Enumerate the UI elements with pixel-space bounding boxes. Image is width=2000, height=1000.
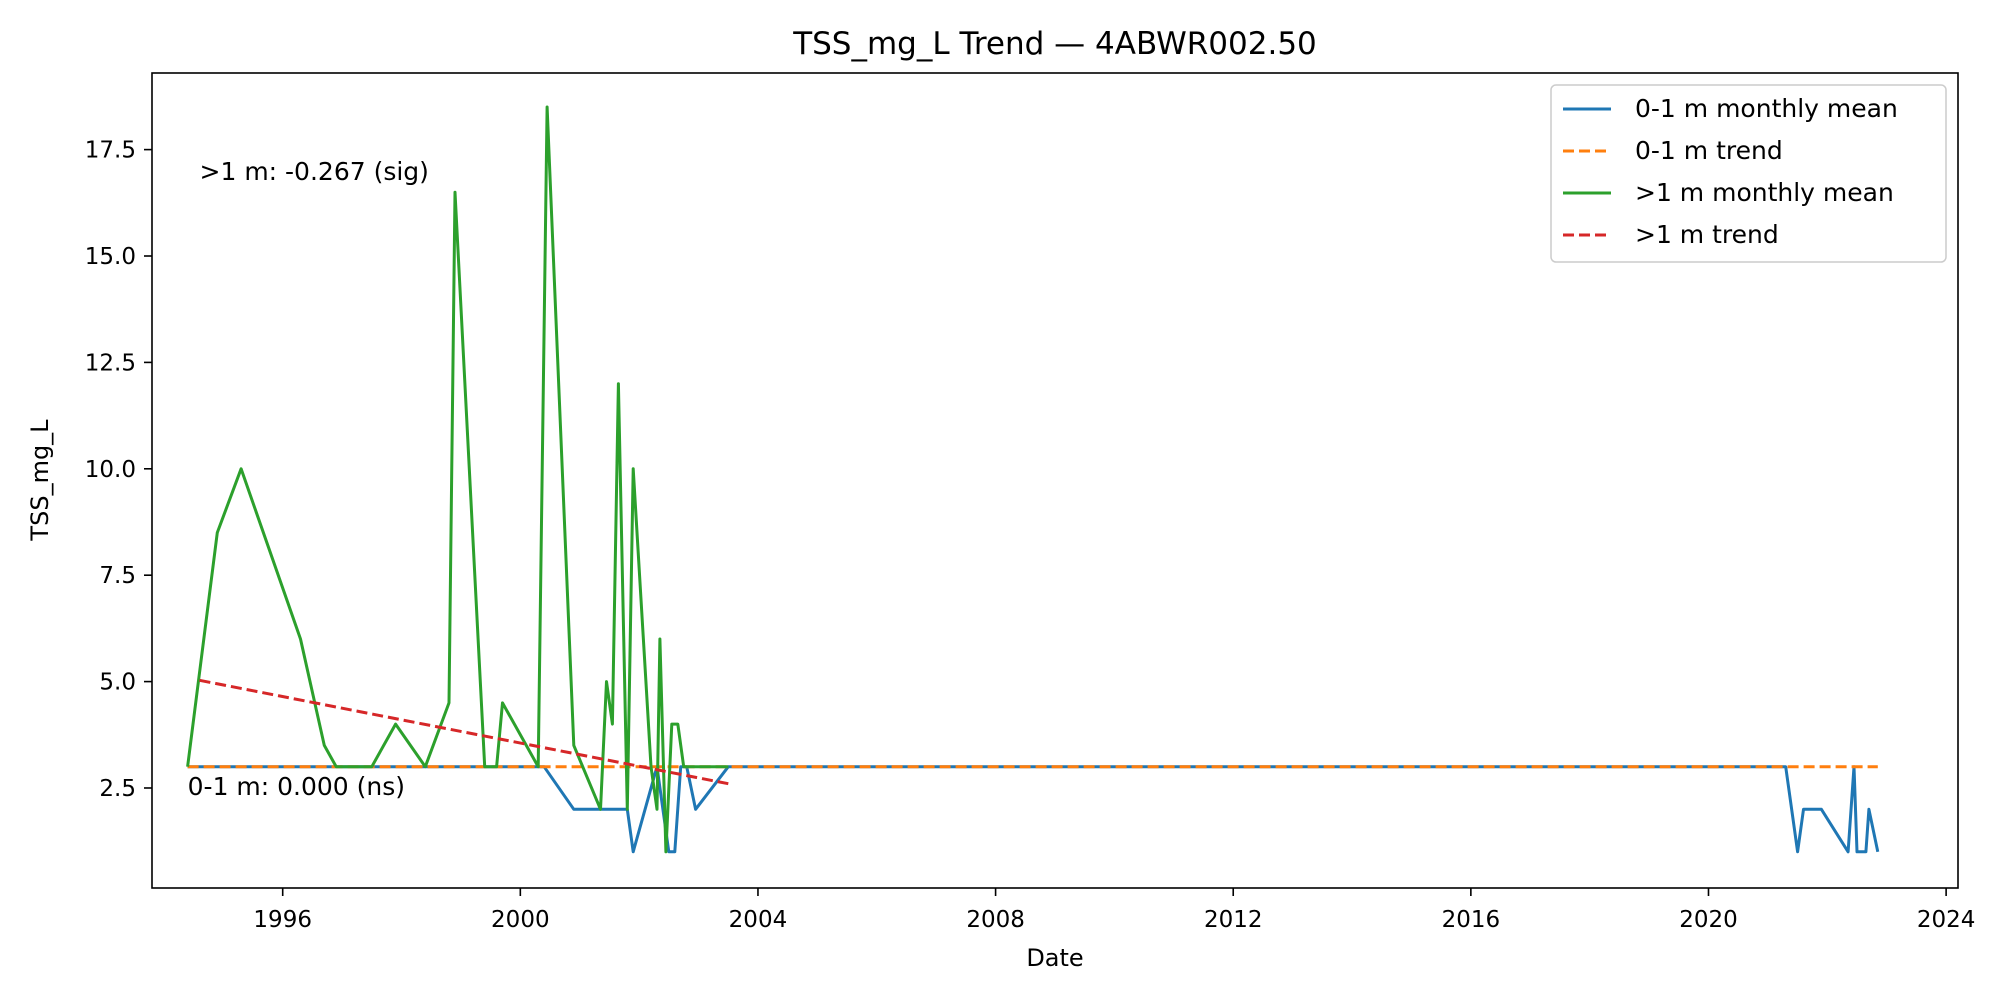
x-tick-label: 2008 — [966, 907, 1025, 933]
legend-label-0-1-m-trend: 0-1 m trend — [1635, 136, 1783, 165]
trend-annotation: >1 m: -0.267 (sig) — [200, 157, 429, 186]
x-axis-title: Date — [1026, 944, 1083, 972]
legend-box — [1550, 84, 1947, 263]
y-tick-label: 5.0 — [99, 670, 136, 696]
x-tick-label: 2012 — [1204, 907, 1263, 933]
y-tick-label: 7.5 — [99, 563, 136, 589]
x-tick-label: 2016 — [1442, 907, 1501, 933]
trend-annotation: 0-1 m: 0.000 (ns) — [188, 772, 405, 801]
series-line-gt1-m-monthly-mean — [186, 105, 729, 854]
chart-title: TSS_mg_L Trend — 4ABWR002.50 — [792, 26, 1317, 62]
annotations: >1 m: -0.267 (sig) 0-1 m: 0.000 (ns) — [188, 157, 429, 801]
plot-frame — [151, 72, 1959, 889]
legend-label-gt1-m-monthly-mean: >1 m monthly mean — [1635, 178, 1894, 207]
y-tick-label: 12.5 — [85, 350, 136, 376]
legend-label-0-1-m-monthly-mean: 0-1 m monthly mean — [1635, 94, 1898, 123]
y-tick-label: 17.5 — [85, 138, 136, 164]
legend: 0-1 m monthly mean 0-1 m trend >1 m monthl… — [1550, 84, 1947, 263]
series-line-gt1-m-trend — [199, 678, 729, 786]
x-tick-label: 2024 — [1917, 907, 1976, 933]
x-tick-label: 2004 — [729, 907, 788, 933]
legend-label-gt1-m-trend: >1 m trend — [1635, 220, 1779, 249]
y-tick-label: 10.0 — [85, 457, 136, 483]
y-axis-title: TSS_mg_L — [26, 419, 54, 542]
y-tick-label: 2.5 — [99, 776, 136, 802]
x-tick-label: 2020 — [1679, 907, 1738, 933]
x-tick-label: 1996 — [253, 907, 312, 933]
x-tick-label: 2000 — [491, 907, 550, 933]
plot-area: 1996 2000 2004 2008 2012 2016 2020 2024 2.5 5.0 7.… — [85, 72, 1976, 933]
y-tick-label: 15.0 — [85, 244, 136, 270]
